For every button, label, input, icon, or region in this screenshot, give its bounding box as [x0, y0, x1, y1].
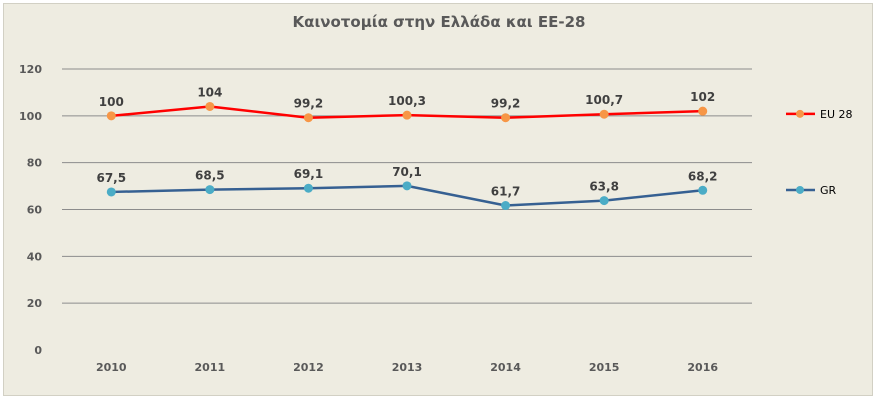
- y-tick-label: 40: [27, 250, 43, 263]
- legend-marker-gr: [796, 185, 804, 194]
- y-tick-label: 80: [27, 157, 43, 170]
- data-label-gr: 68,2: [688, 169, 718, 183]
- x-tick-label: 2014: [490, 361, 521, 374]
- y-tick-label: 120: [19, 63, 42, 76]
- x-axis-ticks: 2010 2011 2012 2013 2014 2015 2016: [96, 361, 718, 374]
- legend-marker-eu-28: [796, 109, 804, 118]
- point-gr: [303, 183, 313, 193]
- x-tick-label: 2016: [687, 361, 718, 374]
- x-tick-label: 2011: [195, 361, 226, 374]
- point-gr: [501, 201, 511, 211]
- chart-title: Καινοτομία στην Ελλάδα και ΕΕ-28: [293, 13, 586, 31]
- x-tick-label: 2010: [96, 361, 127, 374]
- point-gr: [106, 187, 116, 197]
- legend-label-gr: GR: [820, 184, 837, 197]
- y-tick-label: 100: [19, 110, 42, 123]
- data-label-gr: 68,5: [195, 169, 225, 183]
- point-eu-28: [205, 101, 215, 111]
- y-tick-label: 20: [27, 297, 43, 310]
- data-label-gr: 61,7: [491, 185, 521, 199]
- point-eu-28: [106, 111, 116, 121]
- data-label-gr: 70,1: [392, 165, 422, 179]
- series-group: [106, 101, 708, 211]
- x-tick-label: 2012: [293, 361, 324, 374]
- point-eu-28: [698, 106, 708, 116]
- data-label-eu-28: 100,7: [585, 93, 623, 107]
- legend: EU 28 GR: [786, 108, 853, 197]
- data-label-eu-28: 99,2: [294, 97, 324, 111]
- x-tick-label: 2013: [392, 361, 423, 374]
- data-label-eu-28: 99,2: [491, 97, 521, 111]
- point-eu-28: [599, 109, 609, 119]
- data-label-eu-28: 100: [99, 95, 124, 109]
- data-labels: 100 104 99,2 100,3 99,2 100,7 102 67,5 68,5 69,1 7…: [96, 85, 717, 198]
- data-label-gr: 63,8: [589, 180, 619, 194]
- y-axis-ticks: 0 20 40 60 80 100 120: [19, 63, 42, 357]
- point-gr: [698, 185, 708, 195]
- data-label-eu-28: 102: [690, 90, 715, 104]
- data-label-eu-28: 100,3: [388, 94, 426, 108]
- point-gr: [205, 185, 215, 195]
- point-eu-28: [501, 113, 511, 123]
- data-label-gr: 69,1: [294, 167, 324, 181]
- data-label-gr: 67,5: [96, 171, 126, 185]
- point-eu-28: [303, 113, 313, 123]
- x-tick-label: 2015: [589, 361, 620, 374]
- point-gr: [599, 196, 609, 206]
- y-tick-label: 0: [34, 344, 42, 357]
- point-eu-28: [402, 110, 412, 120]
- data-label-eu-28: 104: [197, 85, 222, 99]
- point-gr: [402, 181, 412, 191]
- legend-label-eu-28: EU 28: [820, 108, 853, 121]
- y-tick-label: 60: [27, 204, 43, 217]
